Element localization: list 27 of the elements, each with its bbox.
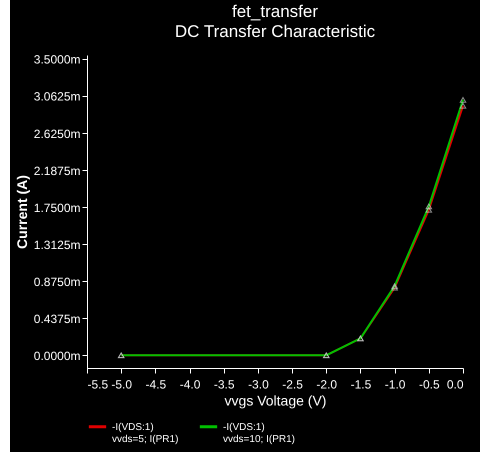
x-tick-label: -5.5 (88, 378, 109, 392)
x-tick-label: 0.0 (446, 378, 464, 392)
x-tick-label: -1.5 (350, 378, 372, 392)
x-tick-label: -4.0 (180, 378, 201, 392)
y-axis-title: Current (A) (14, 175, 30, 249)
x-tick-label: -1.0 (384, 378, 406, 392)
x-axis-title: vvgs Voltage (V) (224, 392, 326, 408)
x-tick-label: -3.0 (248, 378, 270, 392)
chart-subtitle: DC Transfer Characteristic (174, 22, 376, 42)
chart-title: fet_transfer (232, 2, 318, 22)
y-tick-label: 1.7500m (34, 200, 80, 215)
y-tick-label: 3.0625m (34, 90, 80, 104)
y-tick-label: 2.6250m (34, 126, 80, 141)
y-tick-label: 0.4375m (34, 312, 80, 326)
legend-label: -I(VDS:1) vvds=10; I(PR1) (223, 422, 295, 445)
y-tick-label: 0.8750m (34, 274, 80, 289)
x-tick-label: -2.0 (316, 378, 338, 392)
x-tick-label: -0.5 (418, 378, 440, 392)
y-tick-label: 1.3125m (34, 238, 80, 252)
y-tick-label: 0.0000m (34, 348, 80, 363)
x-tick-label: -2.5 (282, 378, 304, 392)
x-tick-label: -4.5 (146, 378, 167, 392)
x-tick-label: -5.0 (111, 378, 132, 392)
legend-label: -I(VDS:1) vvds=5; I(PR1) (112, 422, 178, 445)
y-tick-label: 3.5000m (34, 52, 80, 67)
x-tick-label: -3.5 (214, 378, 235, 392)
y-tick-label: 2.1875m (34, 164, 80, 178)
